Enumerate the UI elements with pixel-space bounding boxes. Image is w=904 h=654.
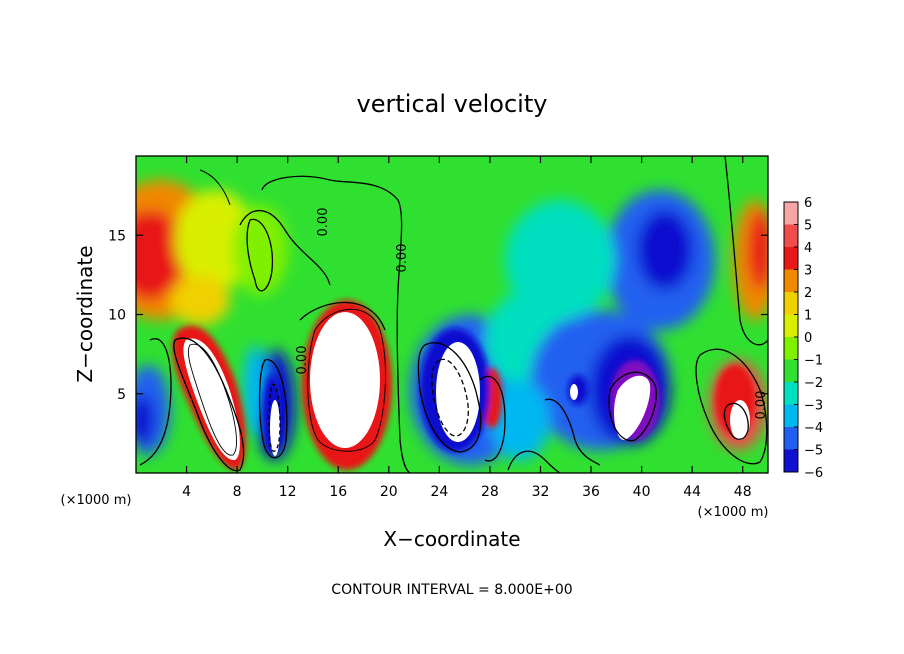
colorbar-label: 1 bbox=[804, 309, 812, 324]
y-axis-label: Z−coordinate bbox=[73, 245, 97, 382]
colorbar-swatch bbox=[784, 202, 798, 225]
contour-labels: 0.00 0.00 0.00 0.00 bbox=[295, 208, 769, 420]
x-axis-label: X−coordinate bbox=[383, 527, 520, 551]
x-unit-left: (×1000 m) bbox=[61, 493, 132, 508]
x-tick-label: 4 bbox=[182, 484, 191, 500]
colorbar-label: 2 bbox=[804, 286, 812, 301]
x-tick-label: 40 bbox=[633, 484, 651, 500]
y-tick-label: 15 bbox=[108, 228, 126, 244]
x-tick-label: 28 bbox=[481, 484, 499, 500]
colorbar-label: −3 bbox=[804, 399, 823, 414]
colorbar-label: 5 bbox=[804, 219, 812, 234]
contour-label: 0.00 bbox=[395, 244, 410, 273]
colorbar-swatch bbox=[784, 224, 798, 248]
x-tick-label: 32 bbox=[532, 484, 550, 500]
contour-lines bbox=[139, 156, 768, 473]
colorbar-swatch bbox=[784, 314, 798, 338]
x-tick-label: 8 bbox=[233, 484, 242, 500]
colorbar-swatch bbox=[784, 269, 798, 293]
x-unit-right: (×1000 m) bbox=[698, 505, 769, 520]
x-tick-label: 24 bbox=[430, 484, 448, 500]
colorbar-label: 0 bbox=[804, 331, 812, 346]
colorbar-label: −1 bbox=[804, 354, 823, 369]
colorbar-swatch bbox=[784, 404, 798, 428]
colorbar-label: −2 bbox=[804, 376, 823, 391]
contour-label: 0.00 bbox=[316, 208, 331, 237]
colorbar-swatch bbox=[784, 449, 798, 473]
colorbar-swatch bbox=[784, 337, 798, 360]
heatmap-field bbox=[136, 156, 768, 473]
y-tick-label: 10 bbox=[108, 308, 126, 324]
colorbar-label: 3 bbox=[804, 264, 812, 279]
chart-title: vertical velocity bbox=[357, 90, 548, 118]
colorbar-label: −6 bbox=[804, 466, 823, 481]
contour-label: 0.00 bbox=[295, 346, 310, 375]
x-tick-label: 48 bbox=[734, 484, 752, 500]
y-tick-label: 5 bbox=[117, 387, 126, 403]
colorbar-label: 4 bbox=[804, 241, 812, 256]
colorbar-label: 6 bbox=[804, 196, 812, 211]
colorbar-swatch bbox=[784, 359, 798, 383]
x-tick-label: 20 bbox=[380, 484, 398, 500]
colorbar-label: −4 bbox=[804, 421, 823, 436]
contour-label: 0.00 bbox=[754, 391, 769, 420]
colorbar-swatch bbox=[784, 427, 798, 450]
colorbar-label: −5 bbox=[804, 444, 823, 459]
contour-interval-text: CONTOUR INTERVAL = 8.000E+00 bbox=[331, 582, 572, 598]
x-tick-label: 16 bbox=[329, 484, 347, 500]
colorbar: 6 5 4 3 2 1 0 −1 −2 −3 −4 −5 −6 bbox=[783, 196, 823, 481]
x-tick-label: 12 bbox=[279, 484, 297, 500]
x-tick-label: 44 bbox=[683, 484, 701, 500]
colorbar-swatch bbox=[784, 382, 798, 405]
colorbar-swatch bbox=[784, 247, 798, 270]
x-tick-label: 36 bbox=[582, 484, 600, 500]
y-axis-ticks: 5 10 15 bbox=[108, 228, 768, 403]
colorbar-swatch bbox=[784, 292, 798, 315]
x-axis-ticks: 4 8 12 16 20 24 28 32 36 40 44 48 bbox=[182, 156, 752, 500]
